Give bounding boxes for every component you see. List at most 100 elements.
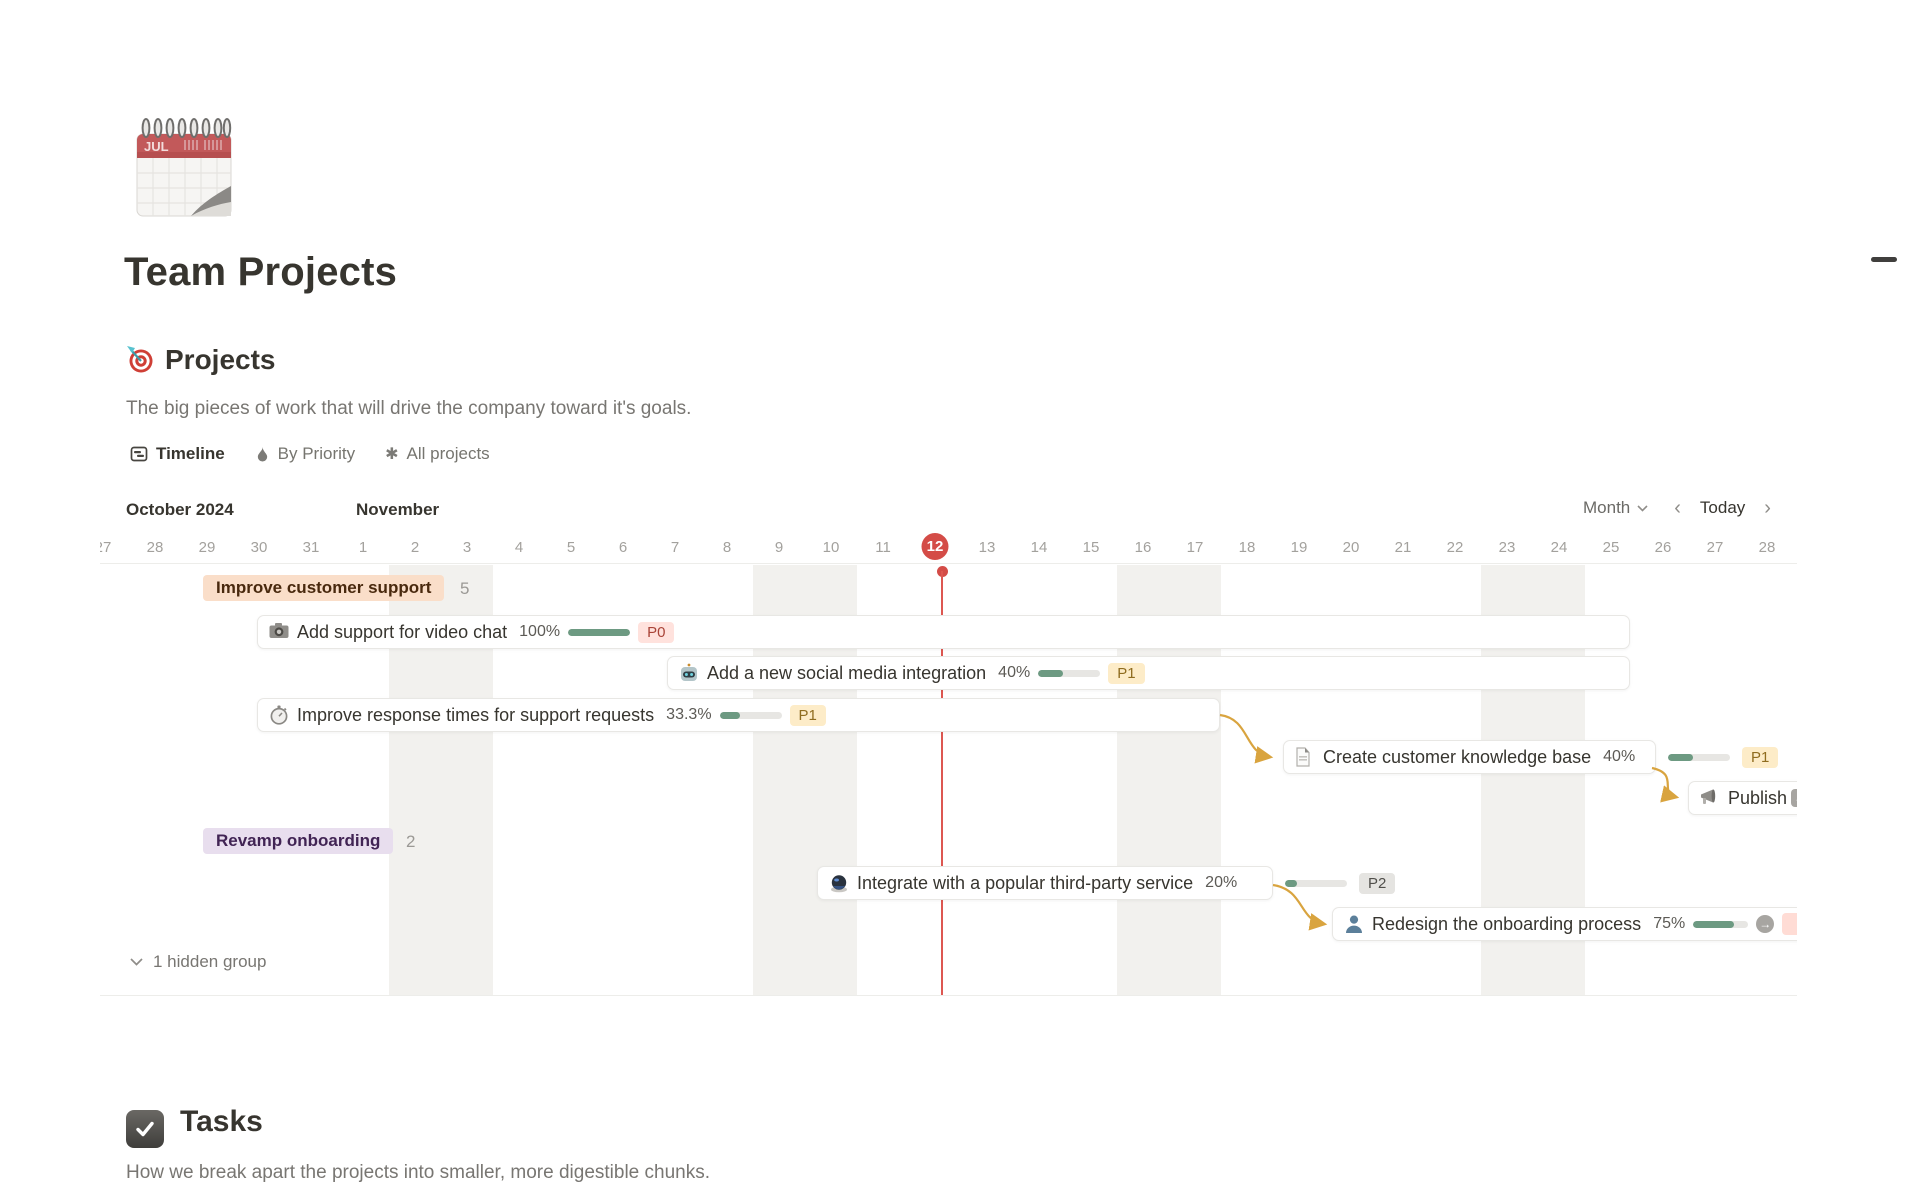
group-pill-improve-customer-support[interactable]: Improve customer support — [203, 575, 445, 601]
priority-badge: P1 — [1108, 662, 1145, 684]
group-count: 5 — [460, 579, 470, 598]
tab-timeline[interactable]: Timeline — [130, 444, 225, 464]
bar-label: Create customer knowledge base — [1323, 746, 1592, 767]
day-cell: 2 — [410, 539, 420, 556]
day-cell: 5 — [566, 539, 576, 556]
timeline-grid: Improve customer support 5 Add support f… — [100, 565, 1797, 995]
day-cell: 30 — [250, 539, 268, 556]
day-header-row: 2728293031123456789101112131415161718192… — [100, 532, 1797, 562]
projects-section-description: The big pieces of work that will drive t… — [126, 398, 692, 419]
tab-by-priority-label: By Priority — [277, 444, 356, 463]
page-icon[interactable]: JUL — [131, 116, 237, 227]
month-label-november: November — [356, 500, 440, 519]
bar-percent: 40% — [998, 664, 1031, 681]
today-button[interactable]: Today — [1699, 498, 1746, 517]
day-cell: 21 — [1394, 539, 1412, 556]
bar-trailing-props: P1 — [1668, 740, 1779, 774]
timeline-bar-create-customer-knowledge-base[interactable]: Create customer knowledge base 40% P1 — [1283, 740, 1779, 774]
day-cell: 1 — [358, 539, 368, 556]
timeline-bar-redesign-onboarding-process[interactable]: Redesign the onboarding process 75% → — [1332, 907, 1797, 941]
day-cell: 7 — [670, 539, 680, 556]
timeline-bar-improve-response-times[interactable]: Improve response times for support reque… — [257, 698, 1220, 732]
spiral-calendar-icon: JUL — [136, 118, 232, 217]
bar-label: Integrate with a popular third-party ser… — [857, 872, 1194, 893]
bar-percent: 33.3% — [666, 706, 712, 723]
day-cell: 14 — [1030, 539, 1048, 556]
timeline-bar-publish[interactable]: Publish → — [1688, 781, 1797, 815]
bar-label: Add support for video chat — [297, 621, 508, 642]
priority-badge: P0 — [638, 621, 675, 643]
next-button[interactable]: › — [1764, 497, 1771, 519]
timeline-bar-integrate-third-party-service[interactable]: Integrate with a popular third-party ser… — [817, 866, 1396, 900]
timeline-bar-add-support-for-video-chat[interactable]: Add support for video chat 100% P0 — [257, 615, 1630, 649]
scrollbar-thumb[interactable] — [1871, 257, 1897, 262]
progress-bar — [1668, 753, 1730, 761]
today-badge: 12 — [921, 533, 949, 560]
priority-badge: P2 — [1359, 872, 1396, 894]
view-tabs: Timeline By Priority ✱ All projects — [130, 444, 490, 464]
day-cell: 10 — [822, 539, 840, 556]
progress-bar — [1285, 879, 1347, 887]
open-arrow-badge[interactable]: → — [1791, 789, 1797, 807]
group-pill-revamp-onboarding[interactable]: Revamp onboarding — [203, 828, 394, 854]
hidden-group-label: 1 hidden group — [153, 952, 267, 971]
bar-label: Improve response times for support reque… — [297, 704, 655, 725]
bar-percent: 40% — [1603, 748, 1636, 765]
connector-arrow — [1219, 713, 1274, 764]
priority-badge-clipped — [1782, 913, 1797, 935]
day-cell: 27 — [1706, 539, 1724, 556]
calendar-month-text: JUL — [144, 139, 169, 154]
bar-percent: 20% — [1205, 874, 1238, 891]
checkbox-icon — [126, 1110, 164, 1148]
day-cell: 28 — [146, 539, 164, 556]
priority-badge: P1 — [789, 704, 826, 726]
day-cell: 16 — [1134, 539, 1152, 556]
tasks-section-description: How we break apart the projects into sma… — [126, 1162, 710, 1183]
today-line — [941, 571, 943, 995]
month-label-october: October 2024 — [126, 500, 234, 519]
day-cell: 11 — [875, 539, 891, 556]
document-icon — [1295, 747, 1315, 767]
tab-all-projects-label: All projects — [406, 444, 490, 463]
day-cell: 23 — [1498, 539, 1516, 556]
bar-label: Add a new social media integration — [707, 662, 987, 683]
header-divider — [100, 563, 1797, 564]
day-cell: 9 — [774, 539, 784, 556]
day-cell: 8 — [722, 539, 732, 556]
projects-section-title: Projects — [165, 344, 276, 375]
timeline-bar-add-a-new-social-media-integration[interactable]: Add a new social media integration 40% P… — [667, 656, 1630, 690]
day-cell: 13 — [978, 539, 996, 556]
camera-icon — [269, 622, 289, 642]
person-icon — [1344, 914, 1364, 934]
day-cell: 29 — [198, 539, 216, 556]
prev-button[interactable]: ‹ — [1674, 497, 1681, 519]
open-arrow-badge[interactable]: → — [1756, 915, 1775, 933]
tab-all-projects[interactable]: ✱ All projects — [385, 444, 490, 464]
tab-by-priority[interactable]: By Priority — [255, 444, 355, 464]
scale-select[interactable]: Month — [1583, 498, 1631, 517]
page-title: Team Projects — [124, 250, 398, 294]
progress-bar — [1693, 920, 1749, 928]
trackball-icon — [829, 873, 849, 893]
day-cell: 25 — [1602, 539, 1620, 556]
progress-bar — [719, 711, 782, 719]
timeline-view-icon — [130, 446, 148, 462]
day-cell: 28 — [1758, 539, 1776, 556]
target-icon — [126, 346, 154, 379]
bar-trailing-props: P2 — [1285, 866, 1396, 900]
day-cell: 24 — [1550, 539, 1568, 556]
day-cell: 22 — [1446, 539, 1464, 556]
progress-bar — [568, 628, 631, 636]
hidden-group-toggle[interactable]: 1 hidden group — [130, 952, 266, 972]
day-cell: 27 — [100, 539, 112, 556]
progress-bar — [1038, 669, 1101, 677]
day-cell: 20 — [1342, 539, 1360, 556]
day-cell: 31 — [302, 539, 320, 556]
bar-percent: 75% — [1653, 915, 1686, 932]
megaphone-icon — [1700, 788, 1720, 808]
day-cell: 3 — [462, 539, 472, 556]
chevron-down-icon — [130, 958, 143, 966]
bar-label: Publish — [1728, 787, 1788, 808]
bar-percent: 100% — [519, 623, 561, 640]
